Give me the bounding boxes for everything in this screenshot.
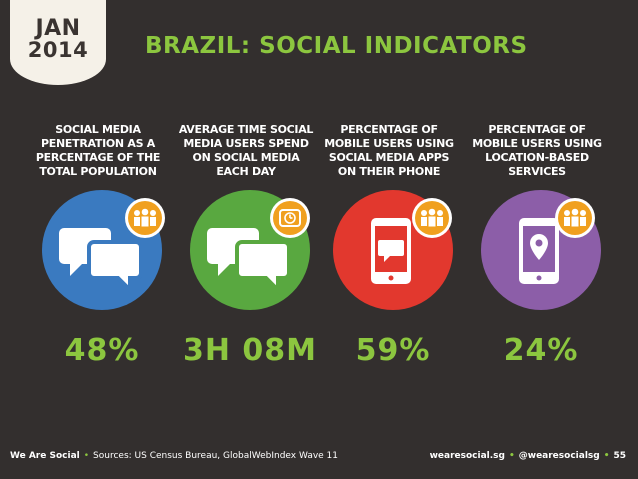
people-icon bbox=[125, 198, 165, 238]
date-month: JAN bbox=[35, 16, 81, 41]
value-average-time: 3H 08M bbox=[182, 333, 318, 368]
footer-handle[interactable]: @wearesocialsg bbox=[518, 451, 600, 461]
page-number: 55 bbox=[613, 451, 626, 461]
clock-icon bbox=[270, 198, 310, 238]
footer-separator: • bbox=[603, 451, 610, 461]
page-title: BRAZIL: SOCIAL INDICATORS bbox=[145, 33, 528, 59]
label-average-time: AVERAGE TIME SOCIAL MEDIA USERS SPEND ON… bbox=[178, 123, 314, 178]
footer-brand: We Are Social bbox=[10, 451, 80, 461]
footer-left: We Are Social • Sources: US Census Bureau,… bbox=[10, 451, 338, 461]
value-location-based-services: 24% bbox=[503, 333, 579, 368]
label-social-media-penetration: SOCIAL MEDIA PENETRATION AS A PERCENTAGE… bbox=[35, 123, 161, 178]
value-mobile-social-apps: 59% bbox=[355, 333, 431, 368]
date-year: 2014 bbox=[27, 38, 89, 62]
footer-website[interactable]: wearesocial.sg bbox=[429, 451, 505, 461]
footer-right: wearesocial.sg • @wearesocialsg • 55 bbox=[430, 451, 626, 461]
speech-bubbles-icon bbox=[190, 190, 310, 310]
footer-sources: Sources: US Census Bureau, GlobalWebInde… bbox=[93, 451, 339, 461]
people-icon bbox=[412, 198, 452, 238]
value-social-media-penetration: 48% bbox=[64, 333, 140, 368]
date-badge: JAN 2014 bbox=[10, 0, 106, 85]
people-icon bbox=[555, 198, 595, 238]
footer-separator: • bbox=[83, 451, 90, 461]
footer-separator: • bbox=[508, 451, 515, 461]
label-location-based-services: PERCENTAGE OF MOBILE USERS USING LOCATIO… bbox=[472, 123, 602, 178]
label-mobile-social-apps: PERCENTAGE OF MOBILE USERS USING SOCIAL … bbox=[324, 123, 454, 178]
